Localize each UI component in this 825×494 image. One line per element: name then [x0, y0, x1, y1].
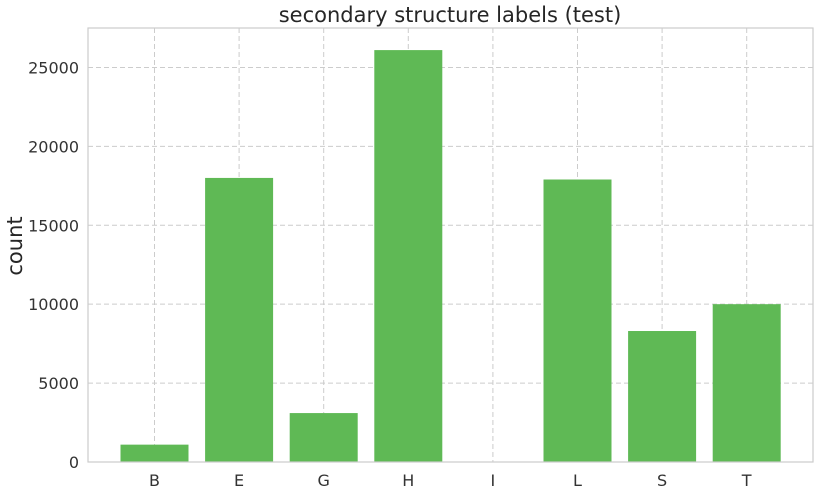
y-tick-label: 15000 [28, 216, 79, 235]
bar-L [543, 179, 612, 463]
bar-G [289, 413, 358, 462]
x-tick-label: G [317, 471, 329, 490]
bar-T [712, 304, 781, 462]
bar-B [120, 444, 189, 462]
grid [88, 28, 813, 463]
y-tick-label: 5000 [38, 374, 79, 393]
chart-title: secondary structure labels (test) [279, 3, 622, 27]
bar-E [205, 177, 274, 462]
y-tick-label: 20000 [28, 137, 79, 156]
x-tick-label: E [234, 471, 244, 490]
y-tick-label: 25000 [28, 58, 79, 77]
plot-frame [87, 27, 814, 463]
bar-H [374, 50, 443, 463]
x-tick-label: I [491, 471, 496, 490]
x-tick-label: L [573, 471, 582, 490]
x-tick-label: S [657, 471, 667, 490]
y-tick-label: 0 [69, 453, 79, 472]
y-tick-labels: 0 5000 10000 15000 20000 25000 [28, 58, 79, 472]
y-tick-label: 10000 [28, 295, 79, 314]
y-axis-label: count [3, 216, 27, 275]
bar-S [628, 331, 697, 462]
bars [120, 50, 781, 463]
x-tick-label: H [402, 471, 414, 490]
x-tick-label: T [741, 471, 752, 490]
x-tick-label: B [149, 471, 160, 490]
